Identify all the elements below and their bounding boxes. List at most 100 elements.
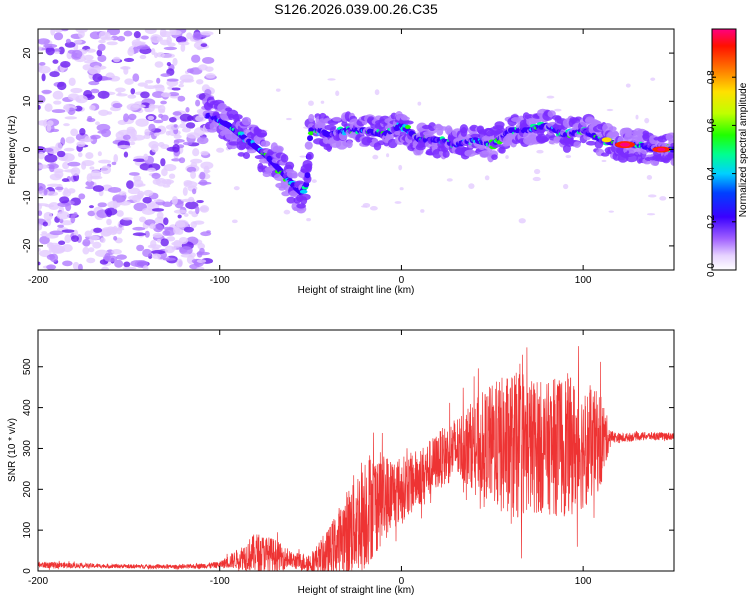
x-tick-label: 0 xyxy=(399,275,405,286)
noise-blob xyxy=(82,246,90,255)
noise-blob xyxy=(206,230,211,234)
noise-blob xyxy=(107,187,122,193)
noise-blob xyxy=(100,165,112,175)
snr-panel: -200 -100 0 100 0 100 200 300 400 500 Height of … xyxy=(7,329,675,596)
noise-blob xyxy=(181,127,191,133)
noise-blob xyxy=(127,187,141,195)
noise-blob xyxy=(81,161,87,170)
spectrogram-ridge xyxy=(202,95,674,214)
ridge-halo xyxy=(547,110,556,118)
noise-blob xyxy=(162,257,176,261)
noise-blob xyxy=(42,221,48,227)
noise-blob xyxy=(646,175,653,180)
noise-blob xyxy=(54,170,64,179)
noise-blob xyxy=(60,61,71,68)
noise-blob xyxy=(233,186,240,191)
noise-blob xyxy=(143,189,154,197)
noise-blob xyxy=(97,43,106,52)
noise-blob xyxy=(136,244,145,252)
noise-blob xyxy=(163,164,177,172)
noise-blob xyxy=(177,214,182,219)
noise-blob xyxy=(154,61,164,68)
noise-blob xyxy=(49,128,60,133)
noise-blob xyxy=(160,30,173,38)
noise-blob xyxy=(140,35,149,40)
y-tick-label: -20 xyxy=(22,238,33,253)
noise-blob xyxy=(38,247,41,252)
noise-blob xyxy=(161,53,175,59)
noise-blob xyxy=(173,140,180,145)
noise-blob xyxy=(554,108,562,112)
noise-blob xyxy=(49,230,64,236)
noise-blob xyxy=(644,117,650,124)
noise-blob xyxy=(51,109,66,114)
ridge-core xyxy=(307,135,314,142)
noise-blob xyxy=(116,254,127,260)
noise-blob xyxy=(204,66,214,72)
noise-blob xyxy=(112,56,121,63)
noise-blob xyxy=(43,43,58,49)
noise-blob xyxy=(71,49,83,59)
ridge-halo xyxy=(541,137,549,142)
ridge-halo xyxy=(585,140,597,146)
noise-blob xyxy=(199,247,205,255)
noise-blob xyxy=(128,141,136,146)
ridge-halo xyxy=(256,129,268,138)
noise-blob xyxy=(46,124,52,132)
x-tick-label: 100 xyxy=(575,275,592,286)
colorbar-tick-label: 0.8 xyxy=(706,70,717,84)
noise-blob xyxy=(138,216,147,223)
noise-blob xyxy=(192,148,200,157)
noise-blob xyxy=(112,200,118,210)
noise-blob xyxy=(190,171,197,179)
colorbar-tick-label: 0.4 xyxy=(706,166,717,180)
noise-blob xyxy=(185,122,196,129)
noise-blob xyxy=(88,205,94,209)
noise-blob xyxy=(148,123,156,132)
noise-blob xyxy=(62,161,70,170)
noise-blob xyxy=(148,103,156,109)
noise-blob xyxy=(446,178,453,182)
ridge-halo xyxy=(238,144,247,150)
noise-blob xyxy=(196,266,205,270)
noise-blob xyxy=(38,210,43,216)
noise-blob xyxy=(50,244,64,254)
x-tick-label: -100 xyxy=(210,275,230,286)
noise-blob xyxy=(231,219,238,224)
noise-blob xyxy=(193,127,205,137)
noise-blob xyxy=(606,108,614,112)
noise-blob xyxy=(505,155,509,159)
noise-blob xyxy=(114,259,124,268)
noise-blob xyxy=(93,65,101,70)
ridge-halo xyxy=(308,114,315,123)
noise-blob xyxy=(180,253,193,258)
noise-blob xyxy=(130,88,136,95)
noise-blob xyxy=(89,166,95,170)
noise-blob xyxy=(178,41,190,46)
noise-blob xyxy=(327,78,336,81)
noise-blob xyxy=(106,218,112,226)
noise-blob xyxy=(106,41,118,46)
noise-blob xyxy=(53,100,62,105)
noise-blob xyxy=(168,173,176,179)
noise-blob xyxy=(181,198,196,203)
noise-blob xyxy=(127,94,137,99)
noise-blob xyxy=(113,154,119,163)
noise-blob xyxy=(126,180,134,189)
noise-blob xyxy=(166,36,172,45)
noise-blob xyxy=(43,188,48,196)
noise-blob xyxy=(183,180,193,186)
noise-blob xyxy=(163,217,169,226)
noise-blob xyxy=(104,32,111,40)
noise-blob xyxy=(533,168,541,175)
noise-blob xyxy=(38,164,50,169)
noise-blob xyxy=(173,134,182,139)
noise-blob xyxy=(192,31,202,41)
noise-blob xyxy=(177,95,186,102)
noise-blob xyxy=(38,46,42,51)
noise-blob xyxy=(92,241,102,249)
noise-blob xyxy=(156,77,161,84)
colorbar-gradient xyxy=(711,28,737,271)
noise-blob xyxy=(335,90,340,97)
